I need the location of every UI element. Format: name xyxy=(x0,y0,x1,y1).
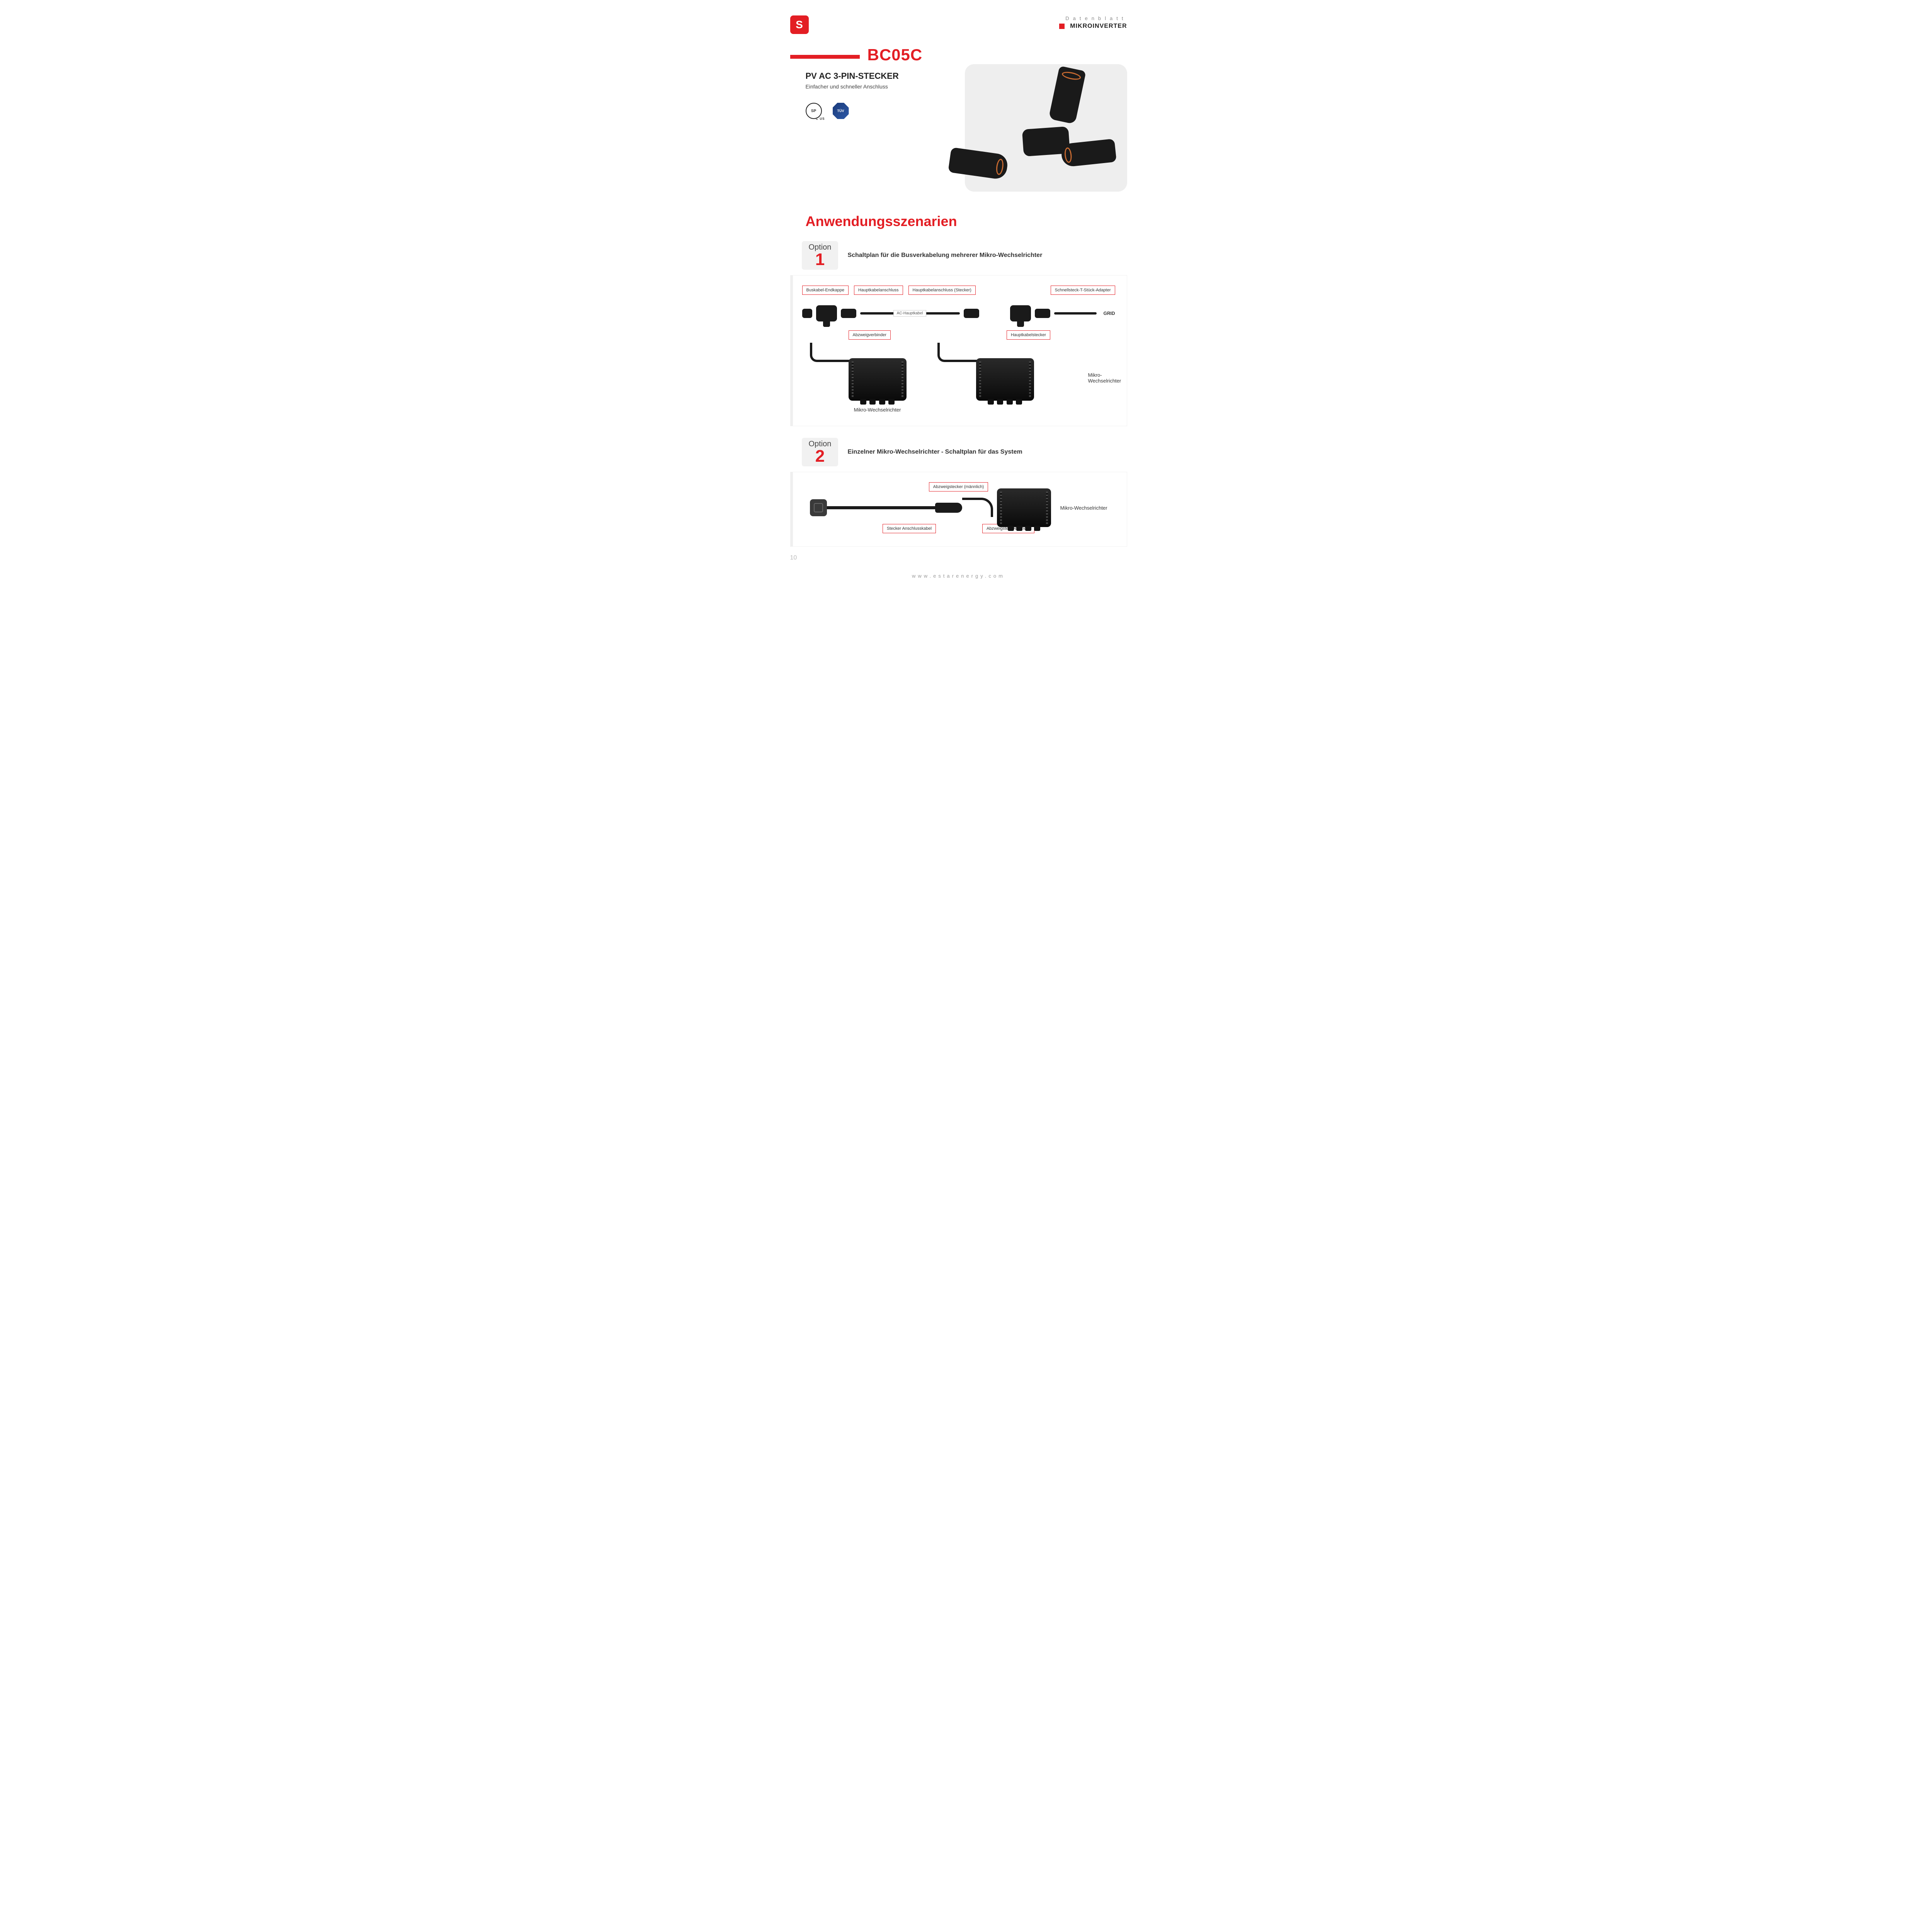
option-1-diagram: Buskabel-Endkappe Hauptkabelanschluss Ha… xyxy=(790,275,1127,426)
option-2-wiring: Mikro-Wechselrichter xyxy=(810,497,1107,519)
option-2-desc: Einzelner Mikro-Wechselrichter - Schaltp… xyxy=(847,449,1022,456)
branch-plug-icon xyxy=(935,503,962,513)
callout-t-adapter: Schnellsteck-T-Stück-Adapter xyxy=(1051,286,1115,295)
brand-logo: S xyxy=(790,15,809,34)
option-2-inverter-wrap: Mikro-Wechselrichter xyxy=(997,488,1107,527)
header-right: Datenblatt MIKROINVERTER xyxy=(1059,15,1127,30)
callout-trunk-plug: Hauptkabelanschluss (Stecker) xyxy=(908,286,976,295)
csa-badge-icon: SP C US xyxy=(806,103,822,119)
section-heading: Anwendungsszenarien xyxy=(806,213,1127,230)
csa-text: SP xyxy=(811,109,816,113)
t-connector-icon xyxy=(816,305,837,321)
product-subtitle: Einfacher und schneller Anschluss xyxy=(806,83,957,90)
option-2-diagram: Abzweigstecker (männlich) Mikro-Wechselr… xyxy=(790,472,1127,547)
plug-icon xyxy=(964,309,979,318)
option-1-head: Option 1 Schaltplan für die Busverkabelu… xyxy=(802,241,1127,270)
plug-icon xyxy=(841,309,856,318)
callout-endcap: Buskabel-Endkappe xyxy=(802,286,849,295)
csa-region: C US xyxy=(816,117,825,121)
microinverter-icon xyxy=(849,358,907,401)
callout-trunk-conn: Hauptkabelanschluss xyxy=(854,286,903,295)
product-hero-image xyxy=(965,64,1127,192)
inverter-label: Mikro-Wechselrichter xyxy=(1088,372,1121,384)
footer-url: www.estarenergy.com xyxy=(790,573,1127,579)
option-1-number: 1 xyxy=(809,251,832,268)
option-2-block: Option 2 Einzelner Mikro-Wechselrichter … xyxy=(790,438,1127,547)
product-info: PV AC 3-PIN-STECKER Einfacher und schnel… xyxy=(790,64,957,119)
model-code: BC05C xyxy=(867,46,923,64)
page-number: 10 xyxy=(790,554,1127,561)
product-area: PV AC 3-PIN-STECKER Einfacher und schnel… xyxy=(790,64,1127,192)
microinverter-icon xyxy=(976,358,1034,401)
inverter-unit: Mikro-Wechselrichter xyxy=(849,343,907,413)
trunk-cable: AC-Hauptkabel xyxy=(860,312,960,315)
option-1-badge: Option 1 xyxy=(802,241,839,270)
tuv-text: TÜV xyxy=(837,109,844,113)
option-1-top-callouts: Buskabel-Endkappe Hauptkabelanschluss Ha… xyxy=(802,286,1115,295)
cable-label: AC-Hauptkabel xyxy=(893,310,927,317)
option-2-number: 2 xyxy=(809,448,832,465)
option-1-desc: Schaltplan für die Busverkabelung mehrer… xyxy=(847,252,1042,259)
wall-plug-icon xyxy=(810,499,827,516)
accent-square-icon xyxy=(1059,24,1065,29)
model-accent-bar xyxy=(790,55,860,59)
connector-icon xyxy=(1048,66,1086,124)
grid-label: GRID xyxy=(1104,311,1115,316)
product-title: PV AC 3-PIN-STECKER xyxy=(806,71,957,81)
tuv-badge-icon: TÜV xyxy=(833,103,849,119)
inverter-unit xyxy=(976,343,1034,413)
inverter-label: Mikro-Wechselrichter xyxy=(1060,505,1107,511)
cable-arc-icon xyxy=(962,498,993,517)
connector-icon xyxy=(948,147,1009,180)
option-2-head: Option 2 Einzelner Mikro-Wechselrichter … xyxy=(802,438,1127,466)
option-1-block: Option 1 Schaltplan für die Busverkabelu… xyxy=(790,241,1127,426)
certifications: SP C US TÜV xyxy=(806,103,957,119)
page-header: S Datenblatt MIKROINVERTER xyxy=(790,15,1127,34)
callout-branch-male: Abzweigstecker (männlich) xyxy=(929,482,988,492)
callout-plug-cable: Stecker Anschlusskabel xyxy=(883,524,936,533)
endcap-icon xyxy=(802,309,812,318)
doc-type-label: Datenblatt xyxy=(1059,15,1127,21)
category-label: MIKROINVERTER xyxy=(1070,23,1127,30)
callout-trunk-plug2: Hauptkabelstecker xyxy=(1007,330,1050,340)
microinverter-icon xyxy=(997,488,1051,527)
inverter-label: Mikro-Wechselrichter xyxy=(854,407,901,413)
option-1-inverters: Mikro-Wechselrichter Mikro-Wechselrichte… xyxy=(849,343,1115,413)
model-row: BC05C xyxy=(790,46,1127,64)
ac-cable xyxy=(827,506,935,509)
option-1-wiring: AC-Hauptkabel GRID xyxy=(802,302,1115,325)
option-2-badge: Option 2 xyxy=(802,438,839,466)
grid-cable xyxy=(1054,312,1097,315)
callout-branch-conn: Abzweigverbinder xyxy=(849,330,891,340)
plug-icon xyxy=(1035,309,1050,318)
option-1-mid-callouts: Abzweigverbinder Hauptkabelstecker xyxy=(849,330,1115,340)
t-connector-icon xyxy=(1010,305,1031,321)
